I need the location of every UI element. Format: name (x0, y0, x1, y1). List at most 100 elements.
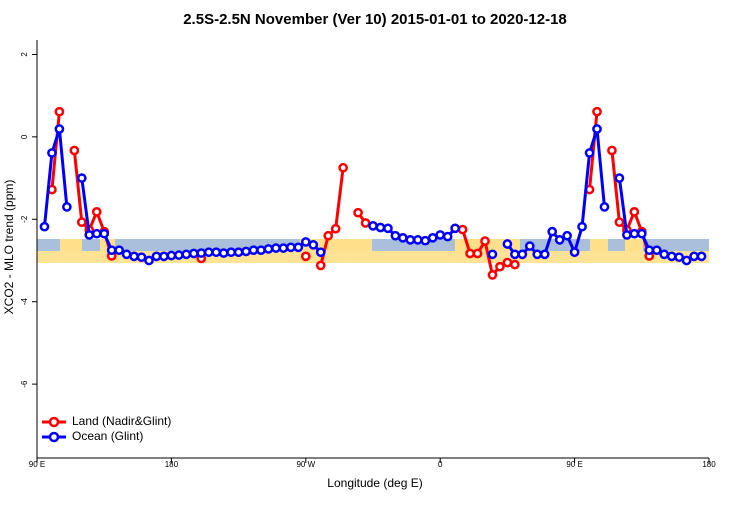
data-point (278, 243, 289, 253)
chart-title: 2.5S-2.5N November (Ver 10) 2015-01-01 t… (183, 11, 567, 28)
data-point (487, 270, 498, 280)
data-point (577, 221, 587, 232)
data-point (510, 249, 520, 260)
land-patch (60, 239, 82, 251)
data-point (375, 222, 386, 233)
data-point (211, 247, 222, 258)
data-point (584, 148, 595, 158)
data-point (54, 124, 65, 134)
data-point (472, 248, 483, 259)
data-point (308, 239, 319, 250)
data-point (91, 207, 102, 217)
y-tick-label: 2 (20, 52, 29, 57)
x-tick-label: 90 E (29, 460, 45, 469)
y-tick-label: -2 (20, 215, 29, 223)
x-tick-label: 90 W (296, 460, 315, 469)
data-point (129, 251, 139, 262)
data-point (629, 207, 640, 217)
data-point (47, 148, 57, 158)
data-point (360, 218, 371, 228)
data-point (136, 252, 147, 263)
y-axis-label: XCO2 - MLO trend (ppm) (2, 180, 16, 315)
data-point (39, 221, 50, 232)
data-point (144, 255, 154, 266)
data-point (651, 245, 662, 256)
data-point (502, 239, 513, 249)
data-point (457, 224, 468, 235)
legend: Land (Nadir&Glint) Ocean (Glint) (42, 414, 171, 443)
data-point (412, 235, 423, 245)
data-point (614, 217, 625, 228)
data-point (315, 260, 326, 271)
x-tick-label: 90 E (566, 460, 582, 469)
data-point (271, 243, 281, 253)
data-point (315, 247, 326, 258)
land-patch (625, 239, 643, 251)
data-point (174, 250, 184, 260)
data-point (256, 245, 266, 256)
x-tick-label: 180 (702, 460, 716, 469)
y-tick-label: -6 (20, 380, 29, 388)
data-point (696, 251, 707, 262)
data-point (539, 249, 550, 260)
data-point (114, 245, 124, 256)
data-point (666, 251, 677, 262)
data-point (569, 247, 580, 258)
data-point (681, 255, 692, 266)
data-point (353, 207, 363, 218)
ocean-band (37, 239, 709, 251)
data-point (420, 235, 431, 246)
data-point (188, 248, 199, 259)
data-point (62, 202, 72, 212)
legend-label: Land (Nadir&Glint) (72, 414, 171, 428)
data-point (659, 249, 670, 260)
data-point (547, 226, 558, 237)
data-point (263, 244, 274, 254)
data-point (390, 230, 401, 241)
data-point (636, 228, 647, 239)
x-tick-label: 180 (165, 460, 179, 469)
x-tick-label: 0 (438, 460, 443, 469)
data-point (286, 242, 296, 253)
data-point (166, 250, 177, 261)
data-point (495, 261, 505, 272)
data-point (76, 217, 87, 228)
data-point (293, 242, 304, 253)
data-point (562, 230, 572, 241)
series-line (42, 128, 69, 227)
data-point (532, 249, 543, 260)
data-point (465, 248, 475, 259)
data-point (592, 106, 602, 117)
data-point (300, 237, 311, 247)
data-point (91, 228, 102, 239)
data-point (196, 248, 207, 258)
data-point (76, 173, 87, 183)
data-point (338, 162, 348, 173)
data-point (233, 247, 244, 258)
data-point (218, 248, 229, 258)
data-point (383, 223, 393, 234)
data-point (592, 124, 602, 134)
data-point (524, 241, 535, 251)
data-point (300, 251, 311, 262)
data-point (674, 252, 684, 263)
data-point (405, 235, 416, 245)
data-point (607, 145, 617, 156)
data-point (427, 232, 438, 243)
legend-label: Ocean (Glint) (72, 429, 143, 443)
data-point (226, 247, 236, 258)
data-point (450, 223, 460, 234)
data-point (480, 236, 490, 246)
legend-marker (48, 416, 60, 428)
data-point (629, 228, 640, 239)
legend-marker (48, 431, 60, 443)
y-tick-label: -4 (20, 298, 29, 306)
data-point (554, 235, 565, 245)
data-point (502, 257, 513, 268)
data-point (517, 249, 528, 260)
data-point (644, 245, 655, 256)
y-tick-label: 0 (20, 134, 29, 139)
data-point (241, 246, 251, 257)
land-patch (590, 239, 608, 251)
